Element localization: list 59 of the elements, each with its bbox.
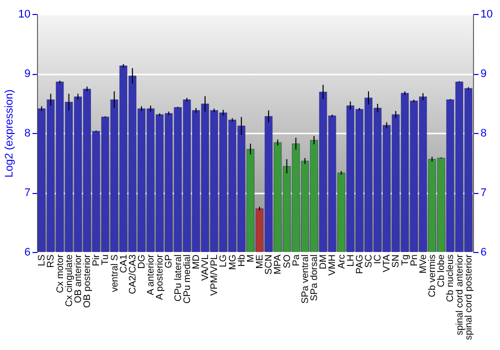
x-tick-label: VMH (327, 254, 338, 276)
y-tick-label: 6 (24, 246, 30, 258)
x-tick-label: IC (372, 254, 384, 264)
x-tick-label: LG (218, 254, 230, 268)
x-tick-label: A anterior (146, 254, 157, 296)
x-tick-label: DG (136, 254, 148, 269)
y2-tick-label: 10 (480, 8, 493, 20)
x-tick-label: Pir (91, 254, 102, 266)
x-tick-label: CPu lateral (172, 254, 184, 302)
x-tick-label: Arc (336, 254, 348, 269)
x-tick-label: OB posterior (82, 254, 94, 308)
y2-tick-label: 9 (480, 68, 487, 80)
x-tick-label: ventral S (109, 254, 120, 292)
x-tick-label: VPM/VPL (209, 254, 220, 296)
x-tick-label: SCN (264, 254, 275, 275)
y-tick-label: 7 (24, 187, 30, 199)
x-tick-label: OB anterior (72, 254, 84, 304)
x-tick-label: CPu medial (182, 254, 193, 304)
x-tick-label: spinal cord anterior (454, 254, 466, 336)
x-tick-label: MD (190, 254, 202, 270)
x-tick-label: M (245, 254, 256, 262)
x-tick-label: CA1 (118, 254, 130, 273)
x-tick-label: SC (363, 254, 374, 268)
x-tick-label: Pa (290, 254, 302, 266)
y-tick-label: 8 (24, 128, 30, 140)
x-tick-label: RS (46, 254, 57, 268)
x-tick-label: A posterior (154, 254, 166, 300)
x-tick-label: LH (345, 254, 356, 267)
x-tick-label: Tg (400, 254, 411, 266)
x-tick-label: MVe (418, 254, 429, 274)
x-tick-label: Cb lobe (436, 254, 448, 288)
x-tick-label: SO (282, 254, 293, 268)
x-tick-label: DM (318, 254, 330, 270)
x-tick-label: VA/VL (200, 254, 212, 281)
y2-tick-label: 8 (480, 128, 487, 140)
x-tick-label: VTA (382, 254, 393, 272)
x-tick-label: PAG (354, 254, 366, 274)
x-tick-label: LS (36, 254, 48, 266)
x-tick-label: Pn (408, 254, 420, 266)
x-tick-label: Tu (100, 254, 112, 266)
x-tick-label: MPA (272, 254, 284, 274)
x-tick-label: spinal cord posterior (463, 254, 474, 340)
x-tick-label: SN (390, 254, 402, 268)
x-tick-label: SPa ventral (300, 254, 311, 304)
y-axis-title: Log2 (expression) (3, 89, 16, 178)
y2-tick-label: 7 (480, 187, 487, 199)
x-tick-label: MG (227, 254, 238, 270)
x-tick-label: Cb nucleus (445, 254, 456, 302)
x-tick-label: Hb (236, 254, 248, 267)
x-tick-label: ME (254, 254, 266, 269)
y-tick-label: 9 (24, 68, 30, 80)
x-tick-label: Cx cingulate (64, 254, 75, 307)
x-tick-label: GP (164, 254, 175, 268)
x-tick-label: SPa dorsal (309, 254, 320, 301)
x-tick-label: Cb vermis (427, 254, 438, 298)
x-tick-label: Cx motor (54, 254, 66, 294)
x-tick-label: CA2/CA3 (127, 254, 138, 294)
y2-tick-label: 6 (480, 246, 487, 258)
y-tick-label: 10 (18, 8, 30, 20)
